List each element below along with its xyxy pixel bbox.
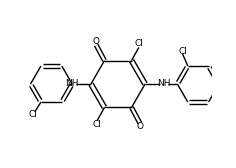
Text: O: O <box>93 37 100 46</box>
Text: NH: NH <box>65 79 79 89</box>
Text: Cl: Cl <box>28 110 37 119</box>
Text: Cl: Cl <box>93 120 102 129</box>
Text: O: O <box>136 122 143 131</box>
Text: NH: NH <box>157 79 171 89</box>
Text: Cl: Cl <box>134 39 143 48</box>
Text: Cl: Cl <box>178 47 187 56</box>
